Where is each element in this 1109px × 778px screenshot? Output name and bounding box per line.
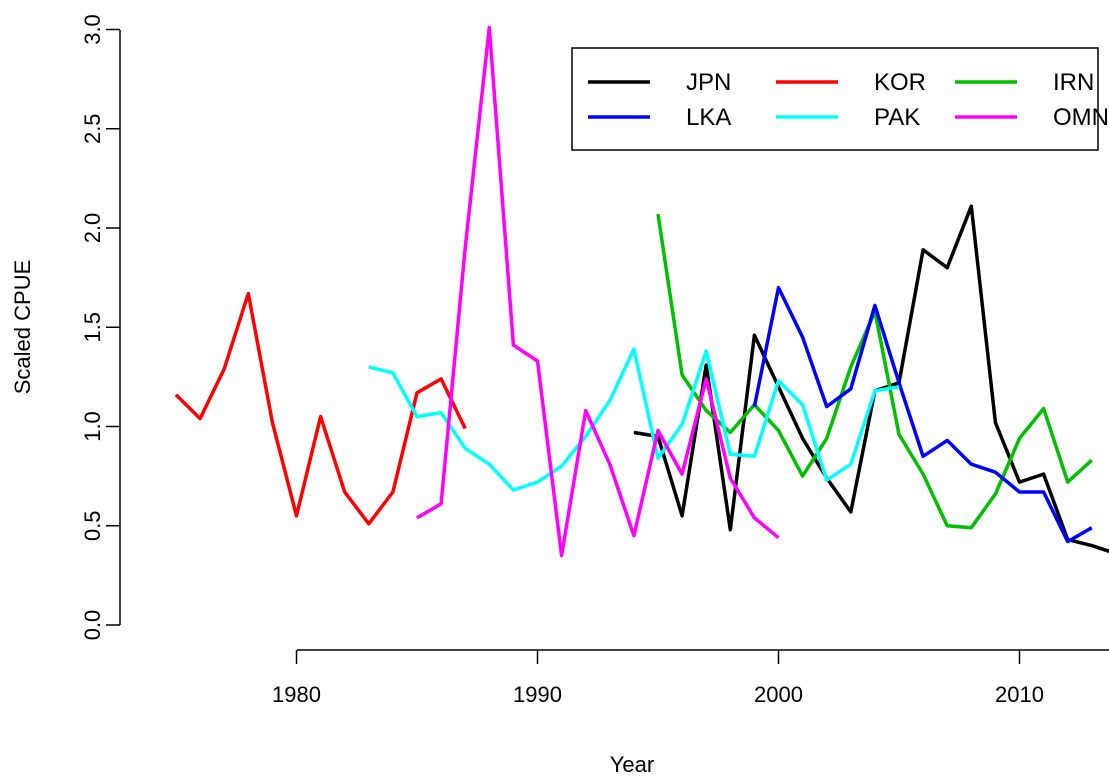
x-axis-title: Year <box>610 752 654 777</box>
y-tick-label: 0.5 <box>80 510 105 541</box>
series-line-omn <box>416 25 780 558</box>
legend-label: OMN <box>1053 104 1109 131</box>
y-tick-label: 0.0 <box>80 610 105 641</box>
series-line-kor <box>174 291 467 526</box>
y-axis-title: Scaled CPUE <box>10 260 35 395</box>
x-tick-label: 2010 <box>995 682 1044 707</box>
x-tick-label: 1990 <box>513 682 562 707</box>
series-line-lka <box>752 285 1093 544</box>
legend-item-pak: PAK <box>776 104 920 131</box>
legend-label: LKA <box>686 104 731 131</box>
legend-box <box>571 47 1099 151</box>
x-tick-label: 1980 <box>272 682 321 707</box>
x-axis: 1980 1990 2000 2010 <box>272 649 1109 707</box>
legend-label: JPN <box>686 69 731 96</box>
series-line-pak <box>368 347 900 492</box>
legend-label: PAK <box>874 104 920 131</box>
legend-label: KOR <box>874 69 926 96</box>
legend-item-jpn: JPN <box>588 69 731 96</box>
y-axis: 0.0 0.5 1.0 1.5 2.0 2.5 3.0 <box>80 14 121 641</box>
legend-item-kor: KOR <box>776 69 926 96</box>
y-tick-label: 2.0 <box>80 213 105 244</box>
legend-item-omn: OMN <box>955 104 1109 131</box>
x-tick-label: 2000 <box>754 682 803 707</box>
series-lines <box>174 25 1109 558</box>
legend-item-lka: LKA <box>588 104 731 131</box>
legend-item-irn: IRN <box>955 69 1094 96</box>
legend-label: IRN <box>1053 69 1094 96</box>
legend: JPN KOR IRN LKA PAK OMN <box>571 47 1109 151</box>
y-tick-label: 3.0 <box>80 14 105 45</box>
y-tick-label: 2.5 <box>80 113 105 144</box>
y-tick-label: 1.5 <box>80 312 105 343</box>
y-tick-label: 1.0 <box>80 411 105 442</box>
